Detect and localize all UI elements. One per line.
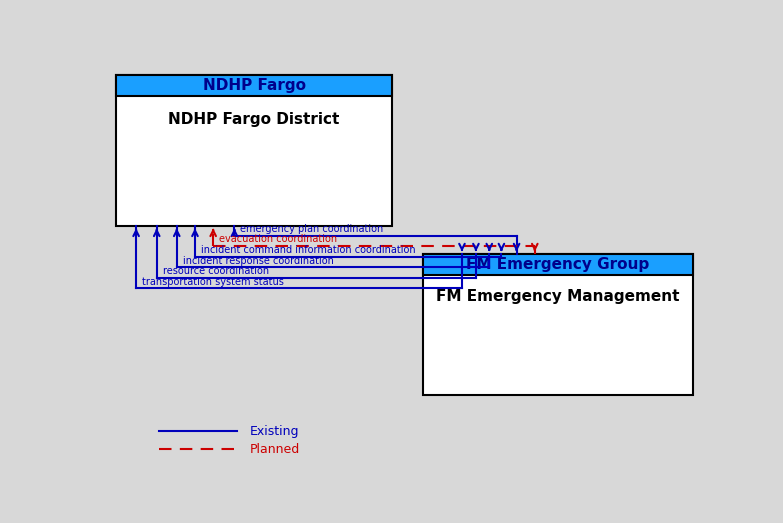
Bar [116,75,392,226]
Text: transportation system status: transportation system status [143,277,284,287]
Text: FM Emergency Group: FM Emergency Group [466,257,649,272]
Text: evacuation coordination: evacuation coordination [219,234,337,244]
Text: incident command information coordination: incident command information coordinatio… [201,245,416,255]
Bar [423,254,693,275]
Bar [423,254,693,395]
Text: emergency plan coordination: emergency plan coordination [240,224,384,234]
Text: Planned: Planned [250,443,300,456]
Bar [116,75,392,96]
Text: NDHP Fargo: NDHP Fargo [203,78,305,93]
Text: incident response coordination: incident response coordination [183,256,334,266]
Text: FM Emergency Management: FM Emergency Management [436,289,680,304]
Text: resource coordination: resource coordination [163,266,269,276]
Text: NDHP Fargo District: NDHP Fargo District [168,112,340,127]
Text: Existing: Existing [250,425,299,438]
